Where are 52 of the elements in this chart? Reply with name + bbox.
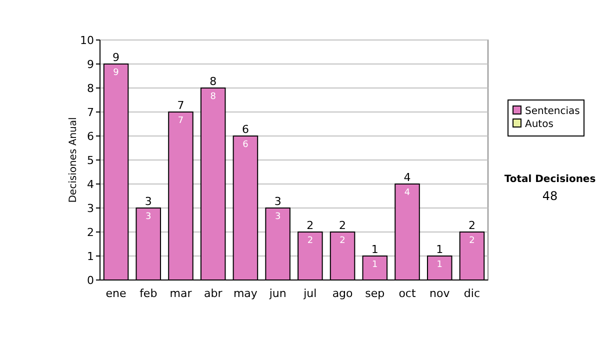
x-tick-label: nov — [430, 287, 450, 300]
data-label: 4 — [404, 188, 410, 198]
y-tick-label: 2 — [87, 226, 94, 239]
data-label: 2 — [469, 236, 475, 246]
total-label: 1 — [436, 243, 444, 256]
y-axis-title: Decisiones Anual — [68, 117, 79, 203]
data-label: 3 — [274, 212, 281, 222]
data-label: 1 — [372, 260, 378, 270]
total-label: 2 — [339, 219, 346, 232]
y-tick-label: 3 — [87, 202, 94, 215]
y-tick-label: 1 — [87, 250, 94, 263]
total-label: 8 — [210, 75, 217, 88]
text: Total Decisiones — [504, 174, 596, 185]
data-label: 6 — [242, 140, 249, 150]
y-tick-label: 7 — [87, 106, 94, 119]
x-tick-label: ene — [106, 287, 126, 300]
total-label: 2 — [468, 219, 476, 232]
x-tick-label: ago — [332, 287, 354, 300]
text: 48 — [542, 189, 558, 203]
y-tick-label: 9 — [87, 58, 94, 71]
total-label: 3 — [144, 195, 152, 208]
data-label: 2 — [340, 236, 346, 246]
total-label: 1 — [371, 243, 378, 256]
total-label: 6 — [242, 123, 249, 136]
total-label: 7 — [177, 99, 184, 112]
data-label: 1 — [436, 260, 442, 270]
y-tick-label: 4 — [87, 178, 94, 191]
x-tick-label: mar — [170, 287, 192, 300]
legend-label: Sentencias — [525, 106, 580, 117]
data-label: 3 — [146, 212, 152, 222]
x-tick-label: jul — [302, 287, 317, 300]
y-tick-label: 8 — [87, 82, 94, 95]
data-label: 7 — [178, 116, 184, 126]
y-tick-label: 5 — [87, 154, 94, 167]
y-tick-label: 10 — [80, 34, 94, 47]
total-label: 4 — [404, 171, 411, 184]
total-label: 9 — [112, 51, 120, 64]
x-tick-label: abr — [204, 287, 223, 300]
x-tick-label: may — [233, 287, 258, 300]
total-label: 2 — [306, 219, 314, 232]
data-label: 8 — [210, 92, 216, 102]
data-label: 9 — [113, 68, 120, 78]
y-tick-label: 6 — [87, 130, 94, 143]
x-tick-label: jun — [268, 287, 286, 300]
y-tick-label: 0 — [87, 274, 94, 287]
x-tick-label: dic — [464, 287, 480, 300]
total-label: 3 — [274, 195, 282, 208]
data-label: 2 — [307, 236, 314, 246]
legend-label: Autos — [525, 119, 554, 130]
x-tick-label: sep — [365, 287, 385, 300]
x-tick-label: feb — [140, 287, 158, 300]
x-tick-label: oct — [398, 287, 416, 300]
